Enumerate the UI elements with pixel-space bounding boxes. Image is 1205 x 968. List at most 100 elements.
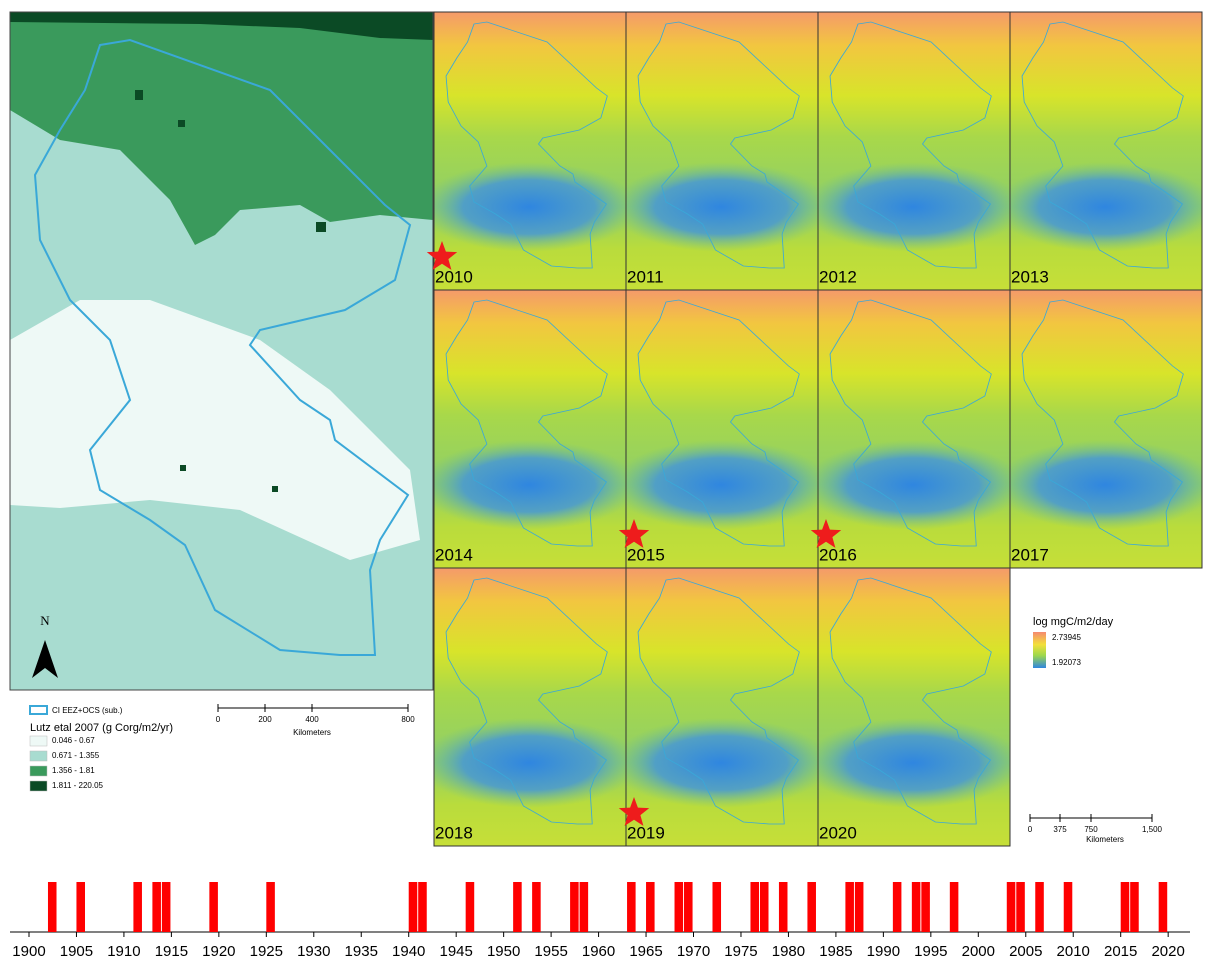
base-map: N — [10, 12, 433, 690]
x-tick-label: 2005 — [1009, 943, 1042, 960]
x-tick-label: 2010 — [1057, 943, 1090, 960]
x-tick-label: 1930 — [297, 943, 330, 960]
event-bar — [1130, 882, 1139, 932]
event-bar — [418, 882, 427, 932]
event-bar — [152, 882, 161, 932]
event-bar — [684, 882, 693, 932]
panel-map — [419, 12, 639, 290]
event-bar — [1016, 882, 1025, 932]
panel-map — [419, 568, 639, 846]
legend: CI EEZ+OCS (sub.) Lutz etal 2007 (g Corg… — [30, 704, 415, 791]
panel-year: 2019 — [627, 823, 665, 842]
event-bar — [48, 882, 57, 932]
legend-title: Lutz etal 2007 (g Corg/m2/yr) — [30, 722, 173, 734]
panel-map — [803, 12, 1023, 290]
event-bar — [513, 882, 522, 932]
panel-map — [995, 12, 1205, 290]
scale-label: 200 — [258, 715, 272, 724]
event-bar — [1007, 882, 1016, 932]
event-bar — [675, 882, 684, 932]
x-tick-label: 1995 — [914, 943, 947, 960]
panel-year: 2015 — [627, 545, 665, 564]
event-bar — [912, 882, 921, 932]
event-bar — [466, 882, 475, 932]
event-bar — [1064, 882, 1073, 932]
panel-year: 2016 — [819, 545, 857, 564]
panel-year: 2018 — [435, 823, 473, 842]
event-bar — [1121, 882, 1130, 932]
x-tick-label: 1945 — [439, 943, 472, 960]
event-bar — [921, 882, 930, 932]
event-bar — [76, 882, 85, 932]
event-bar — [779, 882, 788, 932]
event-bar — [807, 882, 816, 932]
event-bar — [532, 882, 541, 932]
scale-unit: Kilometers — [1086, 835, 1124, 844]
scale-unit: Kilometers — [293, 728, 331, 737]
panel-year: 2011 — [627, 267, 664, 286]
event-bar — [627, 882, 636, 932]
panel-map — [995, 290, 1205, 568]
scale-label: 0 — [1028, 825, 1033, 834]
colorbar-low: 1.92073 — [1052, 658, 1081, 667]
legend-swatch — [30, 736, 47, 746]
colorbar-title: log mgC/m2/day — [1033, 616, 1114, 628]
legend-swatch — [30, 781, 47, 791]
panel-year: 2012 — [819, 267, 857, 286]
x-tick-label: 1920 — [202, 943, 235, 960]
panel-year: 2010 — [435, 267, 473, 286]
colorbar-high: 2.73945 — [1052, 633, 1081, 642]
panel-map — [611, 290, 831, 568]
legend-label: 0.046 - 0.67 — [52, 736, 95, 745]
panel-map — [803, 290, 1023, 568]
x-tick-label: 1935 — [345, 943, 378, 960]
event-bar — [712, 882, 721, 932]
event-bar — [133, 882, 142, 932]
legend-swatch — [30, 766, 47, 776]
scale-label: 800 — [401, 715, 415, 724]
event-bar — [646, 882, 655, 932]
scale-label: 750 — [1084, 825, 1098, 834]
panel-map — [419, 290, 639, 568]
panel-map — [611, 568, 831, 846]
x-tick-label: 1990 — [867, 943, 900, 960]
scale-label: 375 — [1053, 825, 1067, 834]
event-bar — [950, 882, 959, 932]
x-tick-label: 1960 — [582, 943, 615, 960]
legend-swatch — [30, 751, 47, 761]
event-bar — [209, 882, 218, 932]
event-bar — [162, 882, 171, 932]
x-tick-label: 1980 — [772, 943, 805, 960]
legend-boundary: CI EEZ+OCS (sub.) — [52, 706, 123, 715]
x-tick-label: 1905 — [60, 943, 93, 960]
x-tick-label: 2000 — [962, 943, 995, 960]
event-bar — [893, 882, 902, 932]
x-tick-label: 1950 — [487, 943, 520, 960]
x-tick-label: 1900 — [12, 943, 45, 960]
panel-year: 2017 — [1011, 545, 1049, 564]
x-tick-label: 1955 — [534, 943, 567, 960]
x-tick-label: 1975 — [724, 943, 757, 960]
panel-year: 2020 — [819, 823, 857, 842]
colorbar: log mgC/m2/day 2.73945 1.92073 0 375 750 1,… — [1028, 616, 1163, 844]
event-bar — [1159, 882, 1168, 932]
x-tick-label: 1965 — [629, 943, 662, 960]
x-tick-label: 1985 — [819, 943, 852, 960]
timeline: 1900 1905 1910 1915 1920 1925 1930 1935 1940 1945… — [10, 882, 1190, 960]
x-tick-label: 1915 — [155, 943, 188, 960]
scale-label: 1,500 — [1142, 825, 1163, 834]
panel-map — [611, 12, 831, 290]
x-tick-label: 1925 — [250, 943, 283, 960]
panel-map — [803, 568, 1023, 846]
x-tick-label: 1940 — [392, 943, 425, 960]
panel-year: 2014 — [435, 545, 473, 564]
event-bar — [760, 882, 769, 932]
x-tick-label: 2020 — [1151, 943, 1184, 960]
x-tick-label: 1970 — [677, 943, 710, 960]
x-tick-label: 1910 — [107, 943, 140, 960]
event-bar — [845, 882, 854, 932]
legend-label: 1.811 - 220.05 — [52, 781, 104, 790]
event-bar — [1035, 882, 1044, 932]
x-tick-label: 2015 — [1104, 943, 1137, 960]
